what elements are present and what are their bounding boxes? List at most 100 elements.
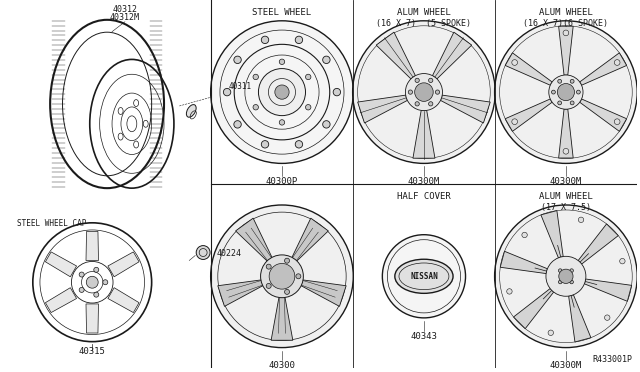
Circle shape <box>548 330 554 336</box>
Circle shape <box>614 60 620 65</box>
Text: 40300: 40300 <box>269 362 296 371</box>
Circle shape <box>579 217 584 222</box>
Polygon shape <box>513 289 554 328</box>
Text: 40300P: 40300P <box>266 177 298 186</box>
Circle shape <box>333 89 340 96</box>
Text: ALUM WHEEL: ALUM WHEEL <box>397 8 451 17</box>
Polygon shape <box>440 95 490 123</box>
Circle shape <box>405 74 442 110</box>
Circle shape <box>577 90 580 94</box>
Circle shape <box>260 255 303 298</box>
Circle shape <box>546 256 586 296</box>
Circle shape <box>570 79 574 83</box>
Text: 40224: 40224 <box>217 250 242 259</box>
Circle shape <box>211 205 353 347</box>
Text: STEEL WHEEL: STEEL WHEEL <box>252 8 312 17</box>
Text: R433001P: R433001P <box>592 355 632 365</box>
Text: (16 X 7)(6 SPOKE): (16 X 7)(6 SPOKE) <box>524 19 609 28</box>
Polygon shape <box>376 32 415 79</box>
Circle shape <box>259 68 305 116</box>
Circle shape <box>415 78 419 83</box>
Polygon shape <box>559 26 573 75</box>
Polygon shape <box>236 218 273 262</box>
Circle shape <box>429 78 433 83</box>
Circle shape <box>86 276 98 288</box>
Circle shape <box>552 90 556 94</box>
Circle shape <box>323 56 330 64</box>
Polygon shape <box>584 279 632 301</box>
Polygon shape <box>45 288 77 312</box>
Circle shape <box>415 83 433 101</box>
Circle shape <box>557 101 561 105</box>
Text: ALUM WHEEL: ALUM WHEEL <box>539 192 593 201</box>
Circle shape <box>196 246 210 259</box>
Polygon shape <box>413 110 435 158</box>
Circle shape <box>285 258 289 263</box>
Circle shape <box>261 36 269 44</box>
Ellipse shape <box>186 105 196 117</box>
Circle shape <box>79 288 84 292</box>
Polygon shape <box>291 218 328 262</box>
Circle shape <box>234 56 241 64</box>
Polygon shape <box>108 252 139 277</box>
Circle shape <box>295 141 303 148</box>
Circle shape <box>279 59 285 64</box>
Circle shape <box>253 74 259 80</box>
Circle shape <box>495 205 637 347</box>
Circle shape <box>548 75 583 109</box>
Circle shape <box>353 21 495 163</box>
Polygon shape <box>45 252 77 277</box>
Circle shape <box>559 280 562 284</box>
Circle shape <box>559 269 562 272</box>
Circle shape <box>296 274 301 279</box>
Polygon shape <box>108 288 139 312</box>
Text: STEEL WHEEL CAP: STEEL WHEEL CAP <box>17 219 86 228</box>
Circle shape <box>435 90 440 94</box>
Polygon shape <box>500 251 547 273</box>
Circle shape <box>570 269 573 272</box>
Circle shape <box>223 89 231 96</box>
Circle shape <box>559 269 573 283</box>
Text: 40315: 40315 <box>79 347 106 356</box>
Circle shape <box>557 84 575 101</box>
Polygon shape <box>505 53 552 85</box>
Polygon shape <box>86 231 99 260</box>
Circle shape <box>285 289 289 294</box>
Circle shape <box>305 105 311 110</box>
Circle shape <box>266 264 271 269</box>
Polygon shape <box>568 295 591 342</box>
Circle shape <box>507 289 512 294</box>
Circle shape <box>305 74 311 80</box>
Text: 40312M: 40312M <box>110 13 140 22</box>
Circle shape <box>563 30 569 36</box>
Circle shape <box>94 267 99 272</box>
Polygon shape <box>218 280 264 307</box>
Circle shape <box>279 120 285 125</box>
Circle shape <box>614 119 620 125</box>
Text: 40300M: 40300M <box>408 177 440 186</box>
Circle shape <box>323 121 330 128</box>
Circle shape <box>211 21 353 163</box>
Circle shape <box>253 105 259 110</box>
Text: HALF COVER: HALF COVER <box>397 192 451 201</box>
Circle shape <box>275 85 289 99</box>
Circle shape <box>557 79 561 83</box>
Circle shape <box>605 315 610 320</box>
Circle shape <box>408 90 413 94</box>
Circle shape <box>103 280 108 285</box>
Circle shape <box>512 119 518 125</box>
Circle shape <box>79 272 84 277</box>
Circle shape <box>295 36 303 44</box>
Circle shape <box>269 263 295 289</box>
Text: 40300M: 40300M <box>550 362 582 371</box>
Polygon shape <box>86 304 99 333</box>
Circle shape <box>495 21 637 163</box>
Circle shape <box>563 148 569 154</box>
Polygon shape <box>541 211 563 258</box>
Polygon shape <box>559 109 573 158</box>
Polygon shape <box>358 95 408 123</box>
Text: 40312: 40312 <box>113 5 138 14</box>
Circle shape <box>415 102 419 106</box>
Text: NISSAN: NISSAN <box>410 272 438 281</box>
Polygon shape <box>505 99 552 131</box>
